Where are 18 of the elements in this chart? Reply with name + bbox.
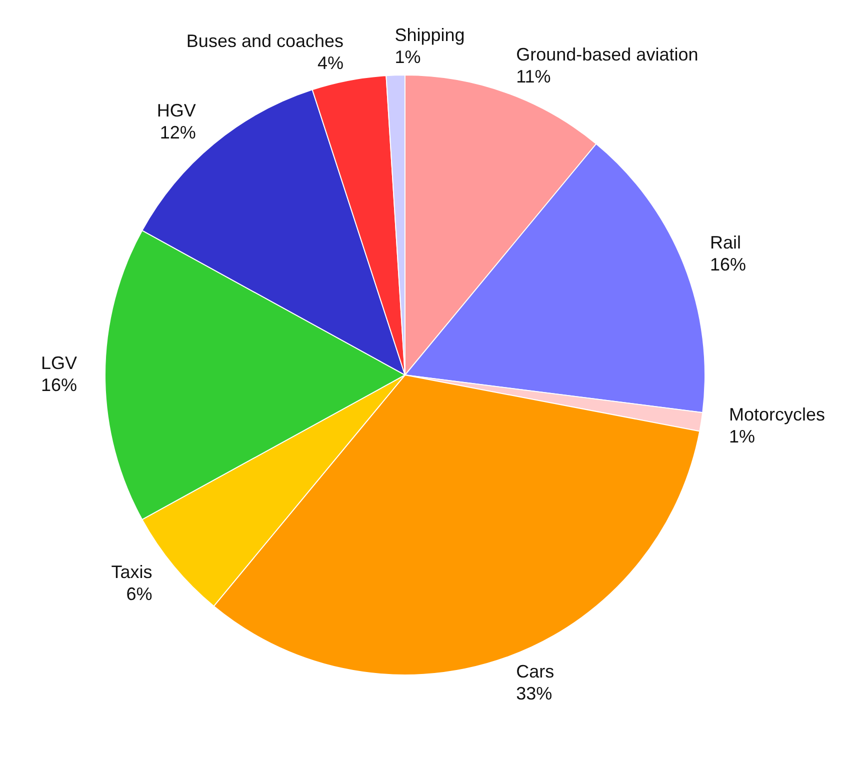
slice-label: Rail [710,232,741,252]
slice-label: LGV [40,353,77,373]
data-label: 16% [40,375,77,395]
data-label: 11% [516,66,551,86]
data-label: 1% [394,47,421,68]
data-label: 6% [126,584,152,604]
slice-label: Ground-based aviation [516,44,698,64]
data-label: 1% [728,426,755,446]
data-label: 12% [160,122,196,142]
data-label: 16% [710,254,746,274]
slice-label: Shipping [394,25,465,46]
slice-label: Motorcycles [728,404,825,424]
slice-label: Buses and coaches [186,30,344,51]
slice-label: HGV [156,100,196,120]
slice-label: Taxis [111,562,152,582]
data-label: 33% [516,684,552,704]
data-label: 4% [318,52,344,73]
slice-label: Cars [516,662,554,682]
